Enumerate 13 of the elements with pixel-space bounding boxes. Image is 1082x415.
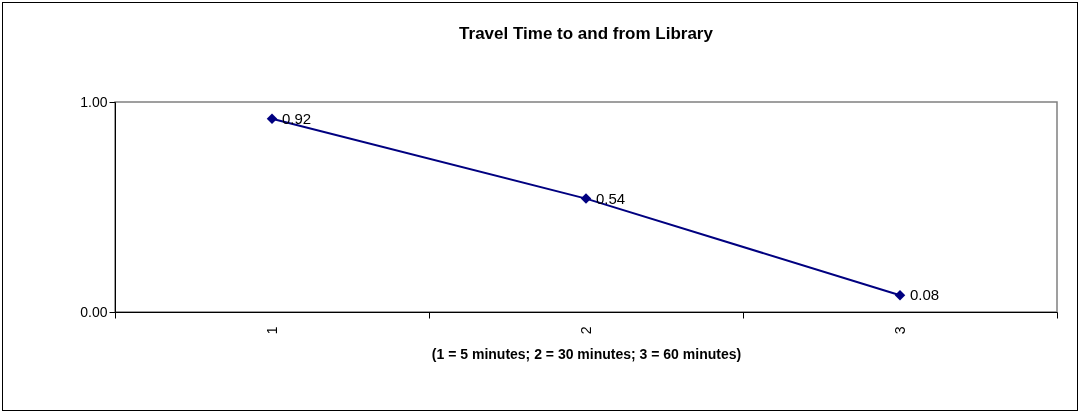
point <box>580 193 592 204</box>
y-tick-label: 1.00 <box>80 93 108 110</box>
point <box>266 113 278 125</box>
x-axis-title: (1 = 5 minutes; 2 = 30 minutes; 3 = 60 minutes) <box>431 346 742 363</box>
data-label: 0.92 <box>282 109 312 127</box>
y-tick-label: 0.00 <box>80 303 108 320</box>
chart-title: Travel Time to and from Library <box>459 24 714 43</box>
data-label: 0.08 <box>910 286 940 304</box>
x-tick-label: 1 <box>263 326 280 335</box>
x-tick-label: 3 <box>891 326 908 335</box>
point <box>894 289 906 301</box>
data-label: 0.54 <box>596 189 626 207</box>
x-tick-label: 2 <box>577 326 594 335</box>
